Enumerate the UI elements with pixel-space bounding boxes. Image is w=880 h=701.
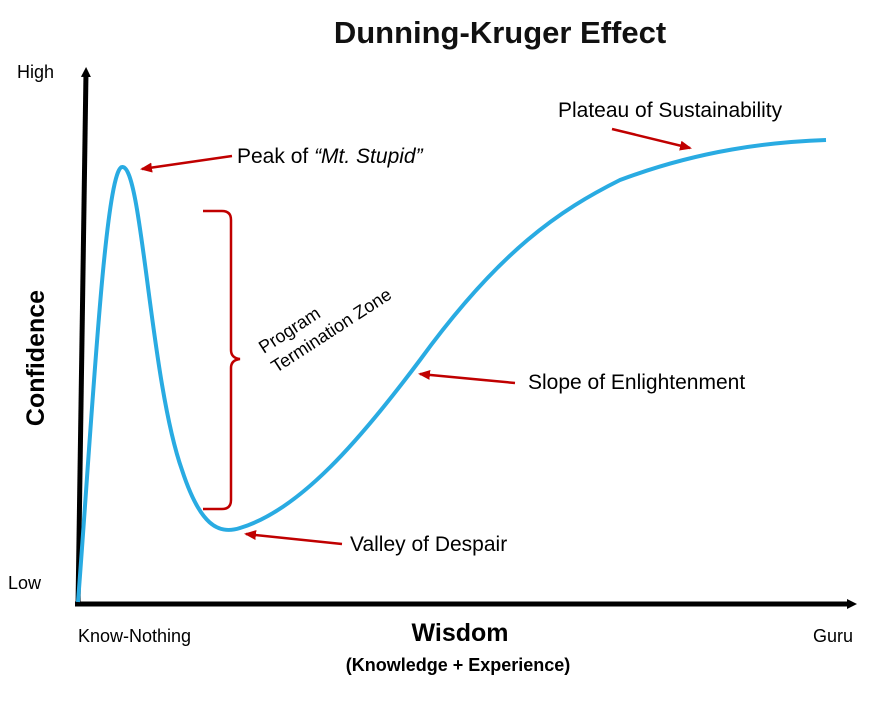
y-axis <box>75 67 91 607</box>
x-axis-title: Wisdom <box>412 619 509 647</box>
x-end-label: Guru <box>813 626 853 646</box>
plateau-label: Plateau of Sustainability <box>558 99 783 122</box>
y-axis-title: Confidence <box>22 290 50 426</box>
y-low-label: Low <box>8 573 42 593</box>
valley-arrow <box>244 530 343 546</box>
x-axis-subtitle: (Knowledge + Experience) <box>346 655 571 675</box>
peak-label-emphasis: “Mt. Stupid” <box>314 145 424 168</box>
y-high-label: High <box>17 62 54 82</box>
valley-label: Valley of Despair <box>350 533 507 556</box>
termination-zone-label: Program Termination Zone <box>255 284 395 377</box>
slope-arrow <box>418 369 516 385</box>
diagram-title: Dunning-Kruger Effect <box>334 15 666 50</box>
peak-arrow <box>140 154 233 173</box>
x-start-label: Know-Nothing <box>78 626 191 646</box>
termination-zone-bracket <box>203 209 241 511</box>
plateau-arrow <box>611 127 692 151</box>
slope-label: Slope of Enlightenment <box>528 371 745 394</box>
confidence-curve <box>76 138 827 603</box>
peak-label: Peak of “Mt. Stupid” <box>237 145 424 168</box>
peak-label-prefix: Peak of <box>237 145 314 168</box>
